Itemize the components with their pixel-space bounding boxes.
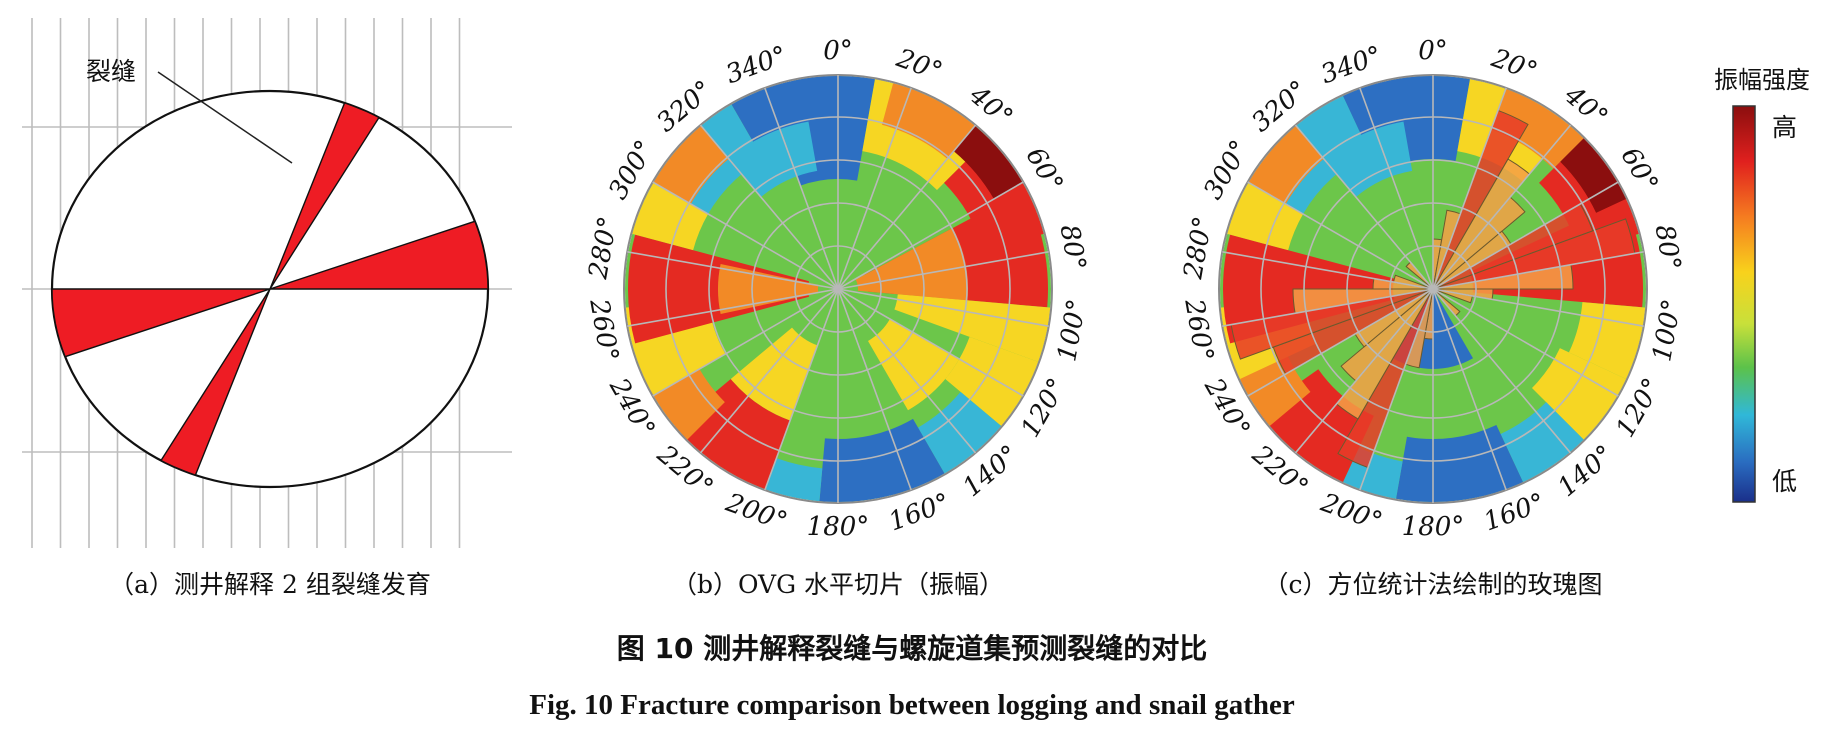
grid-spoke [837,87,912,290]
amplitude-patch [764,458,823,502]
amplitude-patch [651,124,729,204]
grid-spoke [699,124,839,290]
angle-label: 180° [1402,512,1465,542]
fracture-label: 裂缝 [86,57,136,86]
angle-label: 0° [1418,36,1448,66]
fracture-sector [269,102,381,290]
amplitude-patch [918,391,1003,476]
grid-spoke [1359,87,1434,290]
colorbar-low-label: 低 [1772,467,1797,496]
angle-label: 20° [1487,43,1542,87]
amplitude-patch [1500,402,1586,484]
panel-a-well-log: 裂缝 （a）测井解释 2 组裂缝发育 [22,18,512,599]
grid-spoke [1432,288,1619,397]
grid-spoke [1432,288,1644,327]
grid-spoke [1294,124,1434,290]
angle-label: 280° [583,214,624,282]
fracture-sector [269,220,489,290]
amplitude-patch [1395,424,1524,502]
amplitude-patch [1246,124,1324,204]
figure-title-en: Fig. 10 Fracture comparison between logg… [529,689,1295,721]
grid-spoke [652,181,839,290]
fracture-leader-line [157,71,293,164]
amplitude-patch [1323,121,1413,198]
grid-spoke [764,288,839,491]
figure-title-cn: 图 10 测井解释裂缝与螺旋道集预测裂缝的对比 [617,632,1207,665]
angle-label: 100° [1647,297,1687,364]
amplitude-patch [728,121,818,198]
amplitude-patch [945,336,1041,428]
panel-c-caption: （c）方位统计法绘制的玫瑰图 [1263,570,1602,599]
grid-spoke [837,288,1049,327]
amplitude-patch [1491,86,1586,169]
fracture-sector [159,288,271,476]
colorbar-title: 振幅强度 [1714,66,1810,94]
amplitude-patch [1568,302,1646,380]
grid-spoke [1247,288,1434,397]
grid-spoke [627,251,839,290]
panel-c-rose-diagram: 0° 20°40°60°80°100°120°140°160°180°200°22… [1178,36,1687,599]
grid-spoke [1432,124,1572,290]
grid-spoke [1432,87,1507,290]
grid-spoke [1247,181,1434,290]
amplitude-patch [730,327,818,421]
amplitude-patch [855,227,969,301]
colorbar-high-label: 高 [1772,113,1797,142]
amplitude-patch [1225,181,1304,251]
grid-spoke [699,288,839,454]
grid-spoke [1294,288,1434,454]
angle-label: 180° [807,512,870,542]
amplitude-patch [630,181,709,251]
angle-label: 80° [1649,222,1687,273]
amplitude-colorbar: 振幅强度 高 低 [1714,66,1810,503]
fracture-sector [51,288,271,358]
grid-spoke [1432,251,1644,290]
panel-b-caption: （b）OVG 水平切片（振幅） [672,570,1004,599]
grid-spoke [837,251,1049,290]
amplitude-patch [868,319,960,411]
grid-spoke [837,288,912,491]
panel-a-caption: （a）测井解释 2 组裂缝发育 [109,570,431,599]
amplitude-patch [819,418,946,502]
grid-spoke [1432,181,1619,290]
grid-spoke [1432,288,1507,491]
amplitude-patch [718,264,819,314]
grid-spoke [1222,288,1434,327]
panel-b-ovg-slice: 0° 20°40°60°80°100°120°140°160°180°200°22… [583,36,1092,599]
angle-label: 20° [892,43,947,87]
grid-spoke [837,124,977,290]
amplitude-patch [894,294,1051,363]
fracture-sectors [51,102,489,476]
grid-spoke [764,87,839,290]
angle-label: 260° [1178,296,1219,364]
colorbar-bar [1732,105,1756,503]
grid-spoke [837,288,977,454]
polar-grid-c [1218,74,1648,504]
grid-spoke [652,288,839,397]
grid-spoke [837,288,1024,397]
grid-spoke [1222,251,1434,290]
angle-label: 100° [1052,297,1092,364]
amplitude-patch [881,81,977,159]
angle-label: 80° [1054,222,1092,273]
grid-spoke [1359,288,1434,491]
angle-label: 260° [583,296,624,364]
grid-spoke [1432,288,1572,454]
amplitude-patch [953,124,1025,199]
polar-grid-b [623,74,1053,504]
amplitude-field-b [625,76,1051,502]
grid-spoke [837,181,1024,290]
angle-label: 280° [1178,214,1219,282]
angle-label: 0° [823,36,853,66]
grid-spoke [627,288,839,327]
amplitude-patch [1560,136,1628,213]
